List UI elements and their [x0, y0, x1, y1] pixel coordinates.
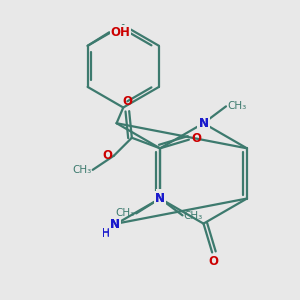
Text: O: O [192, 132, 202, 145]
Text: CH₃: CH₃ [116, 208, 135, 218]
Text: H: H [102, 228, 110, 238]
Text: CH₃: CH₃ [227, 101, 247, 111]
Text: O: O [122, 95, 132, 108]
Text: N: N [199, 117, 208, 130]
Text: O: O [103, 149, 112, 162]
Text: N: N [110, 218, 120, 231]
Text: N: N [155, 192, 165, 205]
Text: O: O [208, 255, 218, 268]
Text: CH₃: CH₃ [72, 165, 92, 175]
Text: N: N [155, 192, 165, 205]
Text: OH: OH [110, 26, 130, 39]
Text: N: N [110, 218, 120, 231]
Text: CH₃: CH₃ [184, 211, 203, 221]
Text: H: H [102, 229, 110, 238]
Text: N: N [199, 117, 208, 130]
